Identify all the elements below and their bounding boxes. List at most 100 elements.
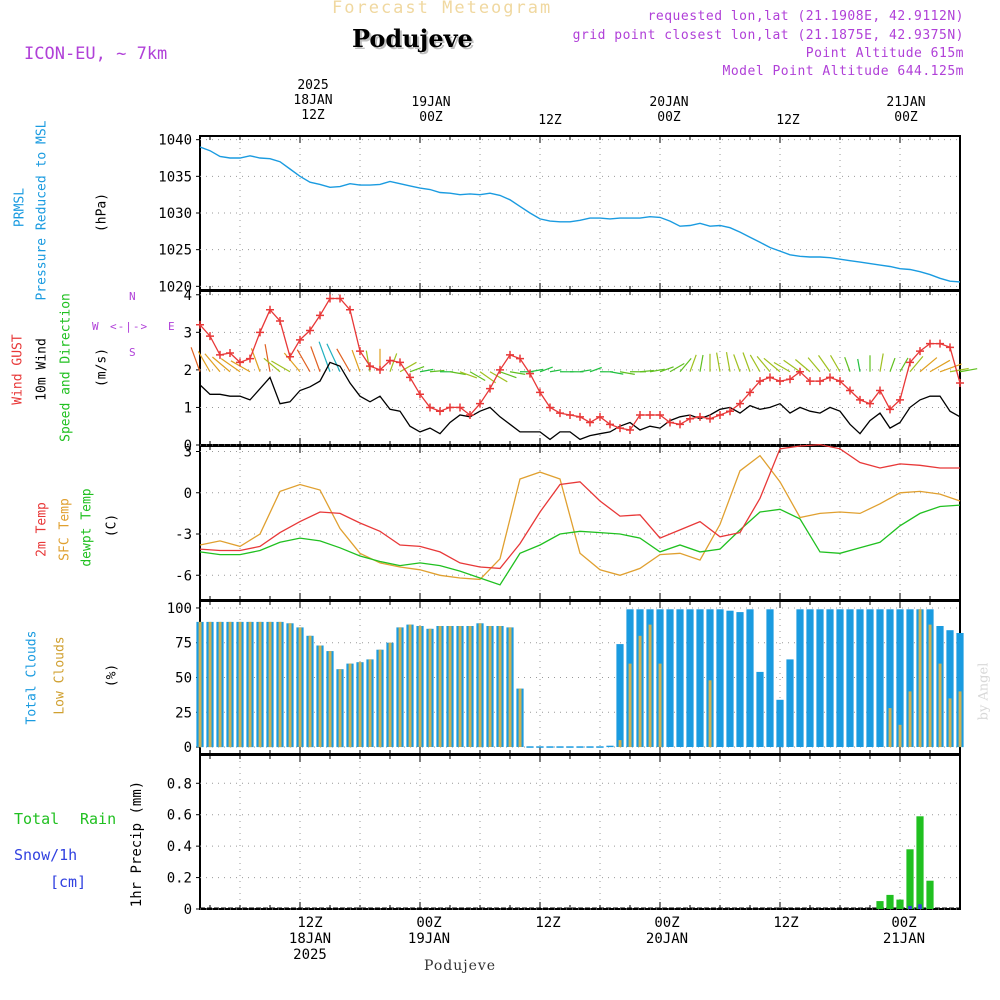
wind-gust-marker: [916, 347, 924, 356]
model-point-altitude: Model Point Altitude 644.125m: [722, 64, 964, 79]
bottom-time-label-4: 12Z: [773, 915, 799, 931]
clouds-tick-label: 50: [175, 671, 192, 687]
low-cloud-bar: [388, 642, 392, 747]
wind-gust-marker: [806, 377, 814, 386]
wind-gust-marker: [776, 377, 784, 386]
wind-gust-marker: [486, 384, 494, 393]
wind-arrow: [844, 356, 851, 372]
total-cloud-bar: [766, 609, 774, 747]
total-cloud-bar: [786, 659, 794, 747]
low-cloud-bar: [518, 688, 522, 747]
wind-arrow: [795, 359, 811, 373]
wind-gust-marker: [506, 350, 514, 359]
wind-gust-marker: [536, 388, 544, 397]
low-cloud-bar: [258, 621, 262, 748]
low-cloud-bar: [918, 609, 922, 747]
wind-arrow: [939, 363, 962, 373]
wind-tick-label: 1: [184, 400, 192, 416]
wind-gust-marker: [856, 395, 864, 404]
wind-10m-line: [199, 361, 961, 441]
wind-gust-marker: [696, 412, 704, 421]
wind-arrow: [263, 357, 281, 373]
compass-s-label: S: [129, 346, 136, 359]
wind-arrow: [609, 371, 624, 375]
wind-arrow: [197, 351, 211, 373]
point-altitude: Point Altitude 615m: [805, 46, 964, 61]
low-cloud-bar: [328, 651, 332, 748]
faded-title: Forecast Meteogram: [332, 0, 553, 18]
precip-frame: [199, 754, 961, 910]
wind-arrow: [818, 355, 831, 373]
wind-gust-marker: [356, 347, 364, 356]
clouds-tick-label: 0: [184, 740, 192, 756]
wind-arrow: [499, 371, 517, 379]
low-cloud-bar: [898, 724, 902, 748]
total-cloud-bar: [606, 745, 614, 748]
low-cloud-bar: [308, 635, 312, 748]
compass-w-label: W: [92, 320, 99, 333]
wind-arrow: [879, 353, 884, 372]
total-cloud-bar: [796, 609, 804, 747]
top-time-label-3: 20JAN 00Z: [649, 95, 689, 125]
wind-arrow: [336, 348, 351, 373]
wind-arrow: [889, 357, 896, 372]
total-cloud-bar: [826, 609, 834, 747]
low-cloud-bar: [418, 626, 422, 747]
wind-gust-marker: [396, 358, 404, 367]
wind-gust-marker: [196, 320, 204, 329]
wind-gust-marker: [656, 410, 664, 419]
wind-gust-marker: [746, 388, 754, 397]
wind-gust-marker: [226, 348, 234, 357]
wind-arrow: [539, 366, 553, 373]
total-cloud-bar: [816, 609, 824, 747]
low-cloud-bar: [628, 663, 632, 748]
wind-gust-marker: [666, 418, 674, 427]
total-cloud-bar: [946, 630, 954, 747]
rain-bar: [886, 894, 894, 909]
wind-gust-marker: [526, 369, 534, 378]
wind-arrow: [509, 371, 526, 375]
total-cloud-bar: [696, 609, 704, 747]
wind-arrow: [389, 353, 398, 372]
low-cloud-bar: [938, 663, 942, 748]
low-cloud-bar: [478, 623, 482, 748]
wind-gust-marker: [956, 379, 964, 388]
temp-frame: [199, 445, 961, 601]
wind-arrow: [773, 361, 791, 373]
low-cloud-bar: [448, 626, 452, 747]
gridpoint-coords: grid point closest lon,lat (21.1875E, 42…: [572, 28, 964, 43]
rain-bar: [926, 880, 934, 909]
temp-tick-label: 0: [184, 486, 192, 502]
wind-gust-marker: [636, 410, 644, 419]
total-cloud-bar: [746, 609, 754, 747]
wind-arrow: [489, 371, 508, 383]
low-cloud-bar: [468, 626, 472, 747]
low-cloud-bar: [318, 645, 322, 747]
wind-gust-marker: [236, 358, 244, 367]
rain-bar: [876, 901, 884, 909]
wind-gust-marker: [686, 414, 694, 423]
wind-gust-marker: [386, 356, 394, 365]
low-cloud-bar: [708, 680, 712, 748]
low-cloud-bar: [928, 624, 932, 747]
low-cloud-bar: [338, 669, 342, 748]
bottom-time-label-2: 12Z: [535, 915, 561, 931]
low-cloud-bar: [438, 626, 442, 747]
wind-arrow: [919, 357, 938, 373]
wind-gust-marker: [456, 403, 464, 412]
bottom-time-label-1: 00Z 19JAN: [407, 915, 451, 947]
wind-arrow: [716, 352, 721, 372]
prmsl-line: [199, 146, 961, 283]
snow-bar: [908, 905, 912, 909]
wind-arrow: [749, 354, 761, 373]
wind-tick-label: 2: [184, 363, 192, 379]
wind-gust-marker: [416, 390, 424, 399]
wind-gust-marker: [556, 409, 564, 418]
wind-arrow: [212, 356, 231, 373]
compass-n-label: N: [129, 290, 136, 303]
low-cloud-bar: [428, 628, 432, 747]
sfc-temp-line: [199, 454, 961, 581]
wind-tick-label: 0: [184, 438, 192, 454]
wind-arrow: [619, 371, 635, 375]
wind-gust-marker: [576, 412, 584, 421]
